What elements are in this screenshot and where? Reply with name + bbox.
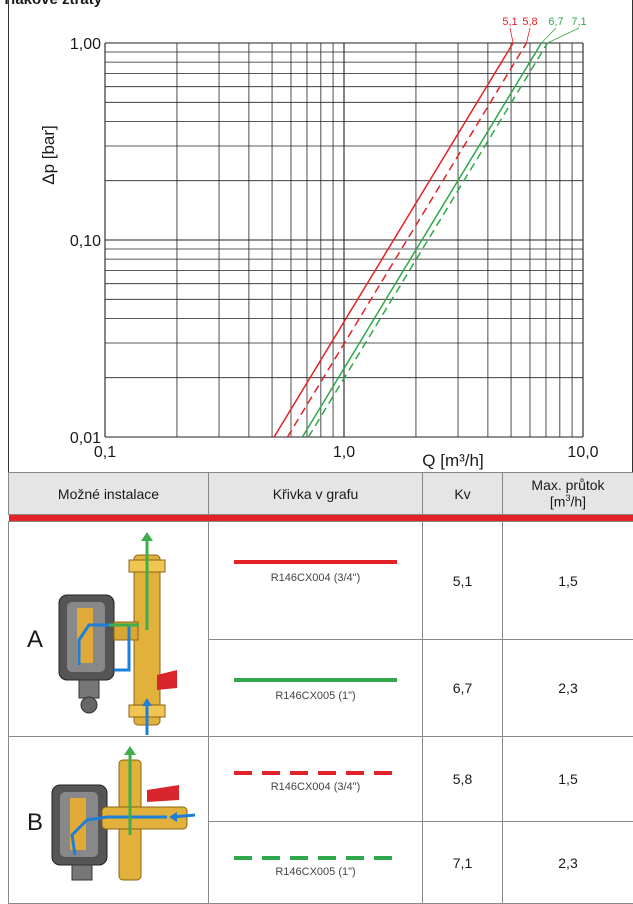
curve-cell: R146CX004 (3/4") (209, 737, 423, 822)
kv-value: 7,1 (423, 822, 503, 904)
installation-b-cell: B (9, 737, 209, 904)
curve-swatch (234, 856, 397, 860)
series-label-leader (526, 28, 530, 43)
kv-value: 5,8 (423, 737, 503, 822)
max-flow-value: 1,5 (503, 522, 633, 640)
installation-a-cell: A (9, 522, 209, 737)
table-row: B R146CX004 (3/4") 5,8 1,5 (9, 737, 633, 822)
red-divider (9, 515, 633, 522)
series-label-leader (547, 28, 579, 43)
kv-value: 5,1 (423, 522, 503, 640)
header-install: Možné instalace (9, 473, 209, 515)
series-label-leader (541, 28, 556, 43)
x-tick-label: 10,0 (567, 444, 598, 461)
curve-cell: R146CX005 (1") (209, 640, 423, 737)
valve-assembly-b-image (47, 745, 197, 895)
y-axis-label: Δp [bar] (39, 125, 58, 185)
series-end-label: 6,7 (548, 16, 563, 28)
kv-value: 6,7 (423, 640, 503, 737)
curve-swatch (234, 771, 397, 775)
curve-label: R146CX005 (1") (209, 866, 422, 878)
header-max-flow-line2: [m3/h] (503, 493, 633, 510)
max-flow-value: 1,5 (503, 737, 633, 822)
valve-assembly-a-image (49, 530, 179, 740)
table-row: A (9, 522, 633, 640)
x-axis-label: Q [m³/h] (422, 451, 483, 470)
installation-table: Možné instalace Křivka v grafu Kv Max. p… (8, 472, 633, 904)
header-kv: Kv (423, 473, 503, 515)
curve-cell: R146CX004 (3/4") (209, 522, 423, 640)
x-tick-label: 0,1 (94, 444, 116, 461)
curve-cell: R146CX005 (1") (209, 822, 423, 904)
curve-label: R146CX004 (3/4") (209, 572, 422, 584)
header-max-flow: Max. průtok [m3/h] (503, 473, 633, 515)
series-end-label: 7,1 (571, 16, 586, 28)
max-flow-value: 2,3 (503, 640, 633, 737)
curve-swatch (234, 560, 397, 564)
series-end-label: 5,1 (502, 16, 517, 28)
max-flow-value: 2,3 (503, 822, 633, 904)
installation-letter: A (27, 626, 43, 654)
curve-label: R146CX004 (3/4") (209, 781, 422, 793)
header-curve: Křivka v grafu (209, 473, 423, 515)
installation-letter: B (27, 809, 43, 837)
header-max-flow-line1: Max. průtok (503, 477, 633, 493)
curve-label: R146CX005 (1") (209, 690, 422, 702)
x-tick-label: 1,0 (333, 444, 355, 461)
series-end-label: 5,8 (522, 16, 537, 28)
y-tick-label: 1,00 (70, 36, 101, 53)
table-header-row: Možné instalace Křivka v grafu Kv Max. p… (9, 473, 633, 515)
curve-swatch (234, 678, 397, 682)
series-label-leader (510, 28, 513, 43)
y-tick-label: 0,10 (70, 233, 101, 250)
